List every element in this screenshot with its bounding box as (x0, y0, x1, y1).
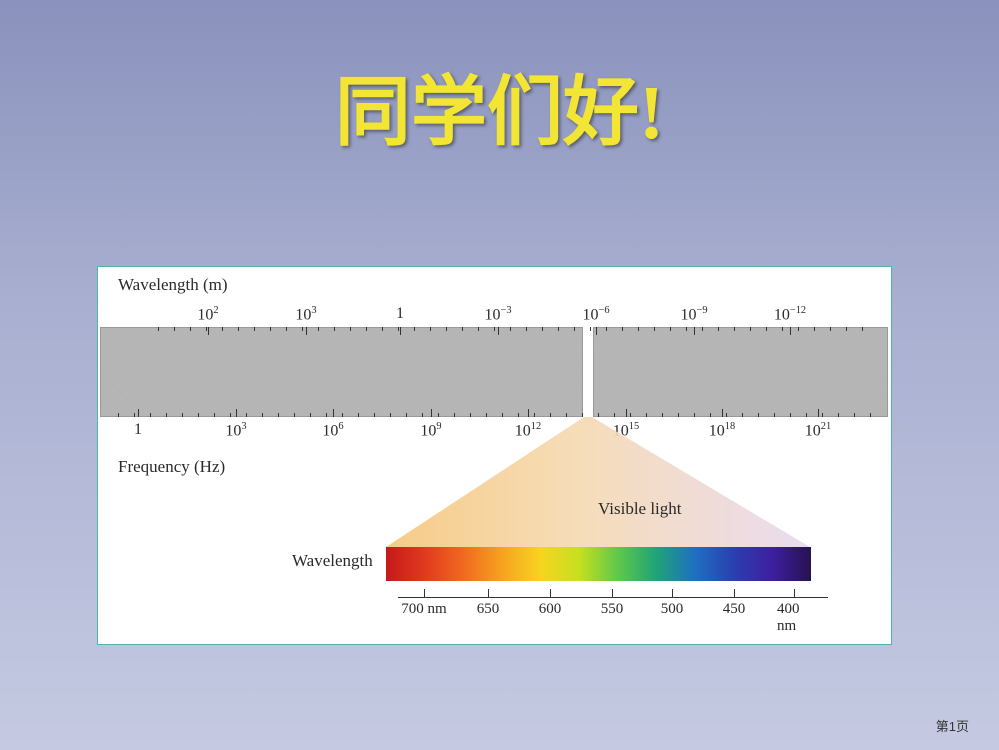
tick-mark (498, 327, 499, 335)
visible-wavelength-ruler: 700 nm650600550500450400 nm (398, 597, 828, 598)
tick-mark (722, 409, 723, 417)
tick-mark (596, 327, 597, 335)
page-number: 第1页 (936, 716, 969, 735)
tick-mark (694, 327, 695, 335)
wavelength-tick-label: 10−12 (774, 305, 806, 324)
tick-mark (236, 409, 237, 417)
visible-tick (672, 589, 673, 597)
tick-mark (400, 327, 401, 335)
spectrum-band-left (100, 327, 583, 417)
visible-tick (734, 589, 735, 597)
em-spectrum-diagram: Wavelength (m) 102103110−310−610−910−12 … (97, 266, 892, 645)
visible-tick-label: 550 (601, 601, 624, 618)
tick-mark (306, 327, 307, 335)
tick-mark (818, 409, 819, 417)
visible-tick (424, 589, 425, 597)
frequency-tick-label: 106 (322, 421, 343, 440)
wavelength-tick-label: 10−3 (484, 305, 511, 324)
visible-light-projection (378, 417, 818, 547)
visible-spectrum-bar (386, 547, 811, 581)
spectrum-band-right (593, 327, 888, 417)
frequency-axis-label: Frequency (Hz) (118, 457, 225, 477)
tick-mark (138, 409, 139, 417)
slide-title: 同学们好! (0, 50, 999, 160)
visible-tick-label: 650 (477, 601, 500, 618)
wavelength-tick-label: 102 (197, 305, 218, 324)
wavelength-tick-label: 103 (295, 305, 316, 324)
tick-mark (208, 327, 209, 335)
wavelength-tick-label: 1 (396, 305, 404, 323)
visible-tick-label: 450 (723, 601, 746, 618)
visible-tick-label: 400 nm (777, 601, 811, 635)
tick-mark (528, 409, 529, 417)
visible-tick-label: 500 (661, 601, 684, 618)
tick-mark (790, 327, 791, 335)
slide: 同学们好! Wavelength (m) 102103110−310−610−9… (0, 0, 999, 750)
tick-mark (626, 409, 627, 417)
tick-mark (431, 409, 432, 417)
wavelength-axis-label: Wavelength (m) (118, 275, 228, 295)
wavelength-tick-label: 10−9 (680, 305, 707, 324)
visible-tick (612, 589, 613, 597)
title-text: 同学们好! (335, 71, 664, 155)
visible-light-label: Visible light (598, 499, 682, 519)
wavelength-tick-label: 10−6 (582, 305, 609, 324)
frequency-tick-label: 1 (134, 421, 142, 439)
visible-tick-label: 600 (539, 601, 562, 618)
visible-tick (550, 589, 551, 597)
frequency-tick-label: 103 (225, 421, 246, 440)
visible-tick-label: 700 nm (401, 601, 446, 618)
visible-tick (794, 589, 795, 597)
visible-tick (488, 589, 489, 597)
wavelength-ticks: 102103110−310−610−910−12 (98, 305, 891, 319)
wavelength-label-2: Wavelength (292, 551, 373, 571)
tick-mark (333, 409, 334, 417)
